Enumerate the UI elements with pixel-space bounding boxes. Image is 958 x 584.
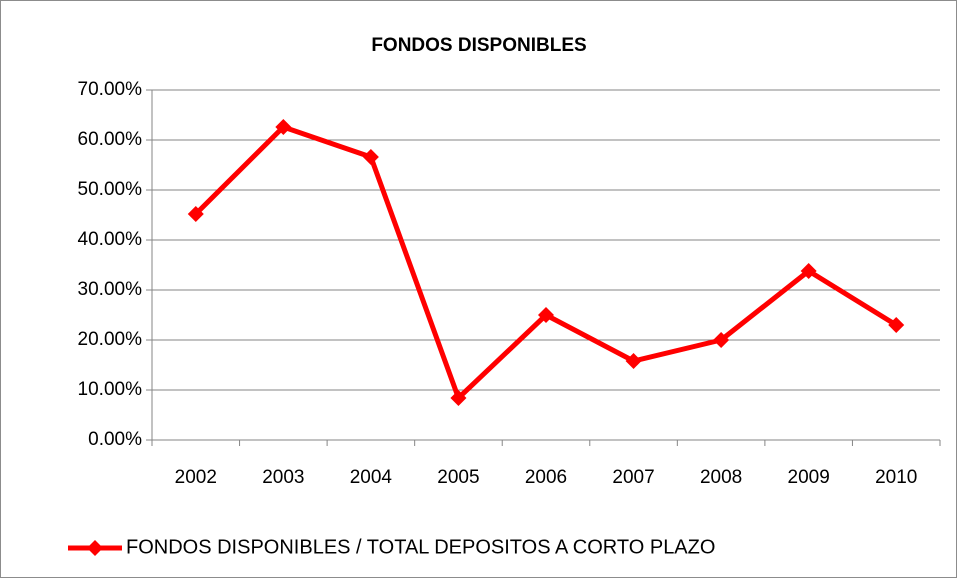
legend-swatch-marker: [87, 540, 103, 556]
y-tick-label: 50.00%: [78, 179, 143, 200]
y-tick-label: 70.00%: [78, 79, 143, 100]
y-tick-label: 10.00%: [78, 379, 143, 400]
data-point: [800, 263, 817, 279]
chart-title: FONDOS DISPONIBLES: [371, 35, 586, 56]
data-point: [713, 332, 730, 348]
x-tick-label: 2009: [788, 467, 830, 488]
x-tick-label: 2010: [875, 467, 917, 488]
y-tick-label: 30.00%: [78, 279, 143, 300]
x-tick-label: 2008: [700, 467, 742, 488]
y-tick-label: 0.00%: [88, 429, 142, 450]
data-point: [538, 307, 554, 323]
x-tick-label: 2003: [262, 467, 304, 488]
x-tick-label: 2004: [350, 467, 393, 488]
x-tick-label: 2006: [525, 467, 567, 488]
x-tick-label: 2002: [175, 467, 217, 488]
x-tick-label: 2007: [612, 467, 654, 488]
x-tick-label: 2005: [437, 467, 479, 488]
data-point: [187, 206, 204, 222]
data-point: [275, 119, 292, 135]
legend-label: FONDOS DISPONIBLES / TOTAL DEPOSITOS A C…: [126, 536, 715, 558]
data-point: [888, 317, 905, 333]
y-tick-label: 20.00%: [78, 329, 143, 350]
y-tick-label: 40.00%: [78, 229, 143, 250]
data-point: [625, 353, 642, 369]
data-point: [450, 390, 467, 406]
y-tick-label: 60.00%: [78, 129, 143, 150]
data-point: [362, 149, 379, 165]
